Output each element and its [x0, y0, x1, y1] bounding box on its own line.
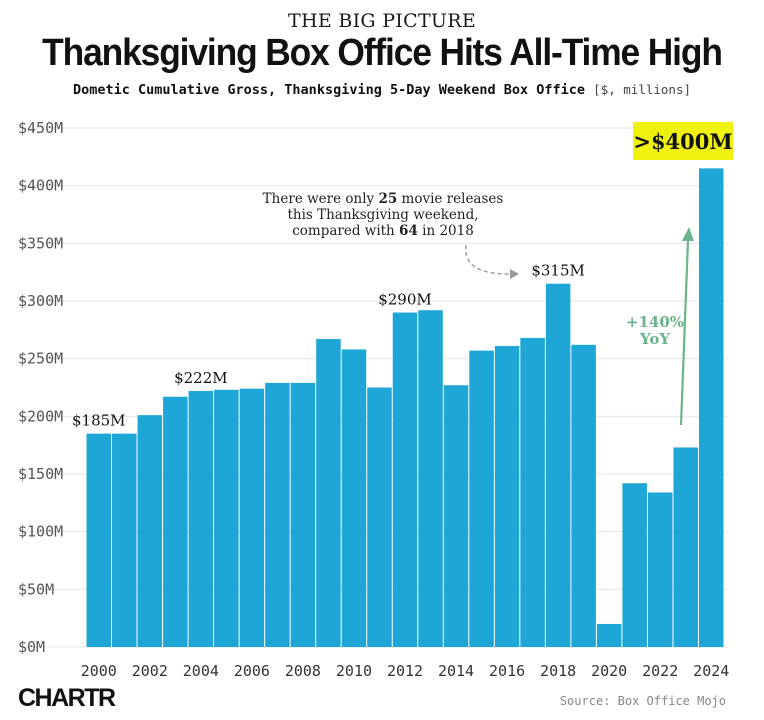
x-tick-label: 2012	[387, 662, 423, 680]
y-tick-label: $50M	[18, 580, 54, 598]
subtitle-text: Dometic Cumulative Gross, Thanksgiving 5…	[72, 82, 586, 98]
y-tick-label: $250M	[18, 350, 63, 368]
y-tick-label: $150M	[18, 465, 63, 483]
annotation-arrowhead	[510, 269, 519, 279]
chart-subtitle: Dometic Cumulative Gross, Thanksgiving 5…	[0, 82, 764, 98]
chart-title: Thanksgiving Box Office Hits All-Time Hi…	[42, 32, 723, 74]
x-tick-label: 2020	[591, 662, 627, 680]
annotation-arrow	[465, 244, 513, 275]
x-tick-label: 2024	[693, 662, 729, 680]
release-annotation: There were only 25 movie releases this T…	[263, 191, 519, 279]
x-tick-label: 2010	[336, 662, 372, 680]
x-tick-label: 2002	[132, 662, 168, 680]
x-tick-label: 2008	[285, 662, 321, 680]
yoy-label: YoY	[639, 330, 670, 348]
bar-2017	[520, 337, 545, 647]
bars	[86, 168, 724, 647]
highlight-box: >$400M	[633, 122, 733, 160]
bar-2003	[163, 396, 188, 647]
bar-2011	[367, 387, 392, 647]
bar-2015	[469, 350, 494, 647]
yoy-annotation: +140% YoY	[626, 227, 694, 426]
x-tick-label: 2022	[642, 662, 678, 680]
y-tick-label: $450M	[18, 119, 63, 137]
data-label-2012: $290M	[378, 291, 432, 309]
bar-2024	[698, 168, 724, 647]
x-tick-label: 2006	[234, 662, 270, 680]
bar-2012	[392, 312, 418, 647]
bar-2018	[545, 283, 571, 647]
source-note: Source: Box Office Mojo	[559, 694, 726, 708]
bar-2013	[418, 310, 443, 647]
bar-2010	[341, 349, 367, 647]
bar-2008	[290, 382, 316, 647]
data-label-2004: $222M	[174, 369, 228, 387]
yoy-arrow	[679, 239, 690, 426]
y-tick-label: $100M	[18, 523, 63, 541]
chartr-logo: CHARTR	[18, 684, 116, 712]
bar-2021	[622, 483, 647, 647]
bar-2022	[647, 492, 673, 647]
highlight-background	[633, 122, 733, 160]
bar-2002	[137, 415, 163, 647]
kicker: THE BIG PICTURE	[287, 10, 477, 32]
bar-2014	[443, 385, 469, 647]
bar-2019	[571, 344, 596, 647]
x-axis: 2000 2002 2004 2006 2008 2010 2012 2014 2016 2018…	[81, 662, 730, 680]
yoy-percent: +140%	[626, 313, 684, 331]
yoy-arrowhead	[682, 227, 694, 241]
x-tick-label: 2004	[183, 662, 219, 680]
annotation-line-3: compared with 64 in 2018	[292, 223, 474, 239]
y-tick-label: $400M	[18, 177, 63, 195]
y-tick-label: $200M	[18, 407, 63, 425]
bar-2007	[265, 382, 290, 647]
bar-2009	[316, 339, 341, 647]
bar-2016	[494, 345, 520, 647]
bar-2023	[673, 447, 698, 647]
bar-2000	[86, 433, 112, 647]
y-tick-label: $300M	[18, 292, 63, 310]
x-tick-label: 2016	[489, 662, 525, 680]
highlight-label: >$400M	[633, 129, 732, 154]
annotation-line-2: this Thanksgiving weekend,	[287, 207, 478, 223]
data-label-2000: $185M	[72, 412, 126, 430]
bar-2001	[112, 433, 137, 647]
y-axis: $0M $50M $100M $150M $200M $250M $300M $350M $40…	[18, 119, 63, 656]
annotation-line-1: There were only 25 movie releases	[263, 191, 504, 207]
y-tick-label: $0M	[18, 638, 45, 656]
y-tick-label: $350M	[18, 234, 63, 252]
subtitle-unit: [$, millions]	[593, 82, 692, 97]
data-label-2018: $315M	[531, 262, 585, 280]
x-tick-label: 2014	[438, 662, 474, 680]
bar-2006	[239, 388, 265, 647]
bar-2020	[596, 623, 622, 647]
bar-2004	[188, 390, 214, 647]
bar-2005	[214, 389, 239, 647]
x-tick-label: 2000	[81, 662, 117, 680]
x-tick-label: 2018	[540, 662, 576, 680]
data-labels: $185M $222M $290M $315M	[72, 262, 585, 430]
